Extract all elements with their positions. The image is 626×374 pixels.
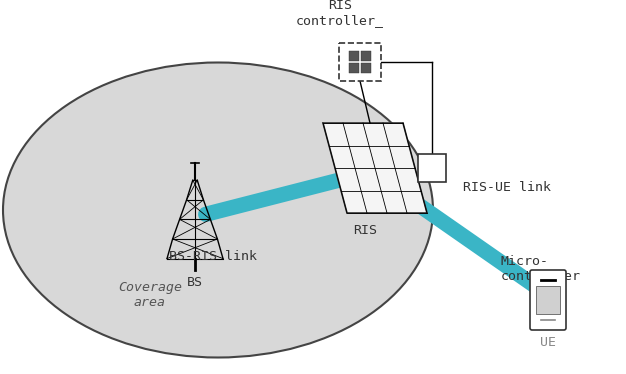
Bar [339, 43, 381, 81]
Ellipse shape [3, 62, 433, 358]
Bar [536, 286, 560, 314]
Bar [361, 51, 371, 61]
Text: BS-RIS link: BS-RIS link [169, 250, 257, 263]
Text: Coverage
area: Coverage area [118, 281, 182, 309]
Bar [418, 154, 446, 182]
Bar [361, 63, 371, 73]
Text: RIS: RIS [353, 224, 377, 236]
Text: UE: UE [540, 335, 556, 349]
Text: Micro-
controller: Micro- controller [501, 255, 581, 283]
Polygon shape [323, 123, 427, 213]
FancyBboxPatch shape [530, 270, 566, 330]
Text: RIS-UE link: RIS-UE link [463, 181, 552, 193]
Bar [349, 63, 359, 73]
Text: RIS
controller_: RIS controller_ [296, 0, 384, 27]
Bar [349, 51, 359, 61]
Text: BS: BS [187, 276, 203, 289]
